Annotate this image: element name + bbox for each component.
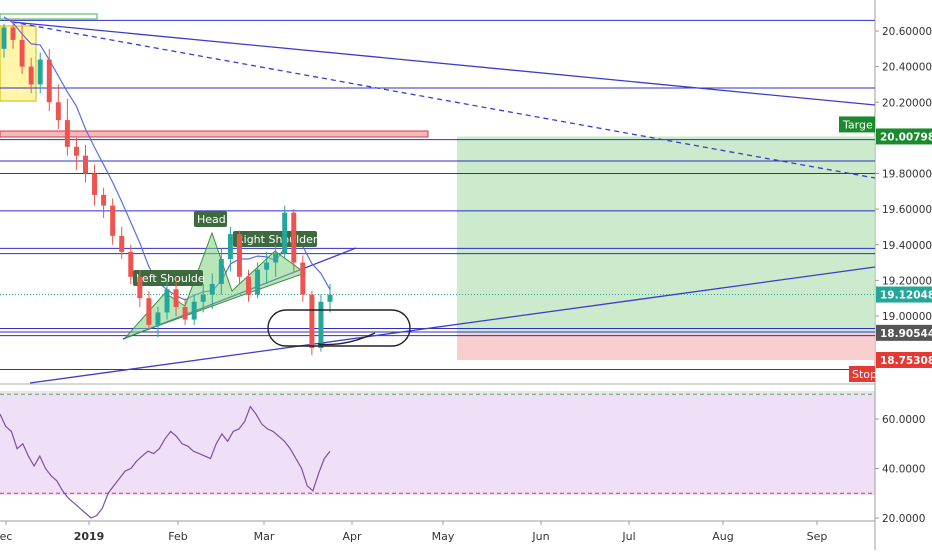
price-tags: 20.00798 19.12048 18.90544 18.75308 Targe Sto… bbox=[839, 116, 932, 382]
price-tag-label: 18.75308 bbox=[880, 355, 932, 367]
candles bbox=[1, 20, 333, 356]
pattern-label: Head bbox=[197, 213, 226, 226]
annotations bbox=[267, 309, 411, 347]
candle-body bbox=[46, 59, 52, 103]
rsi-tick-label: 60.0000 bbox=[882, 414, 925, 426]
y-tick-label: 20.40000 bbox=[882, 62, 932, 74]
x-tick-label: Mar bbox=[254, 530, 275, 543]
resistance-zone bbox=[0, 130, 429, 138]
y-tick-label: 19.00000 bbox=[882, 311, 932, 323]
x-tick-label: Feb bbox=[168, 530, 187, 543]
candle-body bbox=[128, 251, 134, 277]
candle-body bbox=[28, 66, 34, 85]
price-tag-label: 19.12048 bbox=[880, 290, 932, 302]
candle-body bbox=[101, 194, 107, 206]
candle-body bbox=[327, 294, 333, 302]
y-tick-label: 19.20000 bbox=[882, 275, 932, 287]
candle-body bbox=[246, 276, 251, 295]
arrow-annotation bbox=[317, 332, 376, 346]
candle-body bbox=[164, 289, 170, 313]
candle-body bbox=[146, 298, 152, 325]
candle-body bbox=[73, 146, 79, 156]
price-tag-box bbox=[876, 286, 932, 303]
y-tick-label: 19.80000 bbox=[882, 169, 932, 181]
candle-body bbox=[92, 173, 98, 195]
stop-zone bbox=[457, 332, 875, 360]
price-tag-label: 18.90544 bbox=[880, 328, 932, 340]
y-tick-label: 20.20000 bbox=[882, 97, 932, 109]
time-axis: ec 2019 Feb Mar Apr May Jun Jul Aug Sep bbox=[0, 521, 827, 543]
x-tick-label: Aug bbox=[712, 530, 733, 543]
x-tick-label: Jul bbox=[621, 530, 635, 543]
down-trend-line bbox=[11, 21, 876, 106]
price-axis: 20.60000 20.40000 20.20000 19.80000 19.60000… bbox=[875, 26, 932, 525]
candle-body bbox=[1, 27, 7, 49]
candle-body bbox=[55, 102, 61, 121]
y-tick-label: 20.60000 bbox=[882, 26, 932, 38]
ellipse-annotation bbox=[267, 309, 411, 347]
candle-body bbox=[227, 234, 233, 259]
x-tick-label: Sep bbox=[807, 530, 828, 543]
rsi-line bbox=[0, 405, 331, 519]
x-tick-label: Apr bbox=[342, 530, 362, 543]
y-tick-label: 19.40000 bbox=[882, 240, 932, 252]
price-tag-box bbox=[876, 128, 932, 145]
range-box bbox=[0, 13, 98, 20]
target-label-box bbox=[839, 116, 875, 133]
candle-body bbox=[182, 307, 188, 320]
candle-body bbox=[10, 27, 16, 40]
candle-body bbox=[137, 276, 143, 299]
candle-body bbox=[236, 234, 242, 277]
stop-label-box bbox=[849, 365, 875, 382]
rsi-band bbox=[0, 391, 875, 495]
x-tick-label: 2019 bbox=[74, 530, 105, 543]
target-zone bbox=[457, 136, 875, 333]
candle-body bbox=[218, 259, 224, 284]
pattern-label: Left Shoulde bbox=[136, 272, 205, 285]
candle-body bbox=[191, 301, 197, 320]
x-tick-label: May bbox=[432, 530, 455, 543]
target-label: Targe bbox=[842, 118, 873, 131]
candle-body bbox=[300, 262, 306, 295]
candle-body bbox=[291, 212, 297, 263]
head-shoulders-pattern: Left Shoulde Head Right Shoulder bbox=[124, 211, 318, 339]
pattern-label-box bbox=[194, 211, 227, 227]
candle-body bbox=[318, 301, 324, 349]
price-tag-box bbox=[876, 351, 932, 368]
dashed-trend-line bbox=[11, 21, 876, 179]
candle-body bbox=[200, 294, 206, 302]
candle-body bbox=[110, 205, 116, 236]
price-tag-box bbox=[876, 324, 932, 341]
price-tag-label: 20.00798 bbox=[880, 131, 932, 143]
candle-body bbox=[64, 120, 70, 147]
rsi-indicator bbox=[0, 393, 875, 519]
pattern-label-box bbox=[133, 270, 203, 286]
horizontal-levels bbox=[0, 19, 875, 370]
candle-body bbox=[264, 262, 270, 270]
candle-body bbox=[273, 253, 279, 263]
y-tick-label: 19.60000 bbox=[882, 204, 932, 216]
candle-body bbox=[173, 289, 179, 308]
long-up-trend-line bbox=[29, 266, 876, 384]
rsi-tick-label: 20.0000 bbox=[882, 513, 925, 525]
candle-body bbox=[83, 155, 88, 174]
candle-body bbox=[37, 59, 43, 85]
candle-body bbox=[282, 212, 288, 254]
candle-body bbox=[119, 235, 125, 252]
candle-body bbox=[155, 312, 161, 325]
candle-body bbox=[19, 39, 25, 67]
candle-body bbox=[255, 269, 261, 295]
candle-body bbox=[209, 283, 215, 295]
candle-body bbox=[309, 294, 315, 349]
rsi-tick-label: 40.0000 bbox=[882, 464, 925, 476]
x-tick-label: Jun bbox=[531, 530, 549, 543]
x-tick-label: ec bbox=[0, 530, 12, 543]
pattern-label: Right Shoulder bbox=[236, 233, 318, 246]
position-tool bbox=[457, 136, 875, 360]
stop-label: Stop bbox=[852, 368, 877, 381]
